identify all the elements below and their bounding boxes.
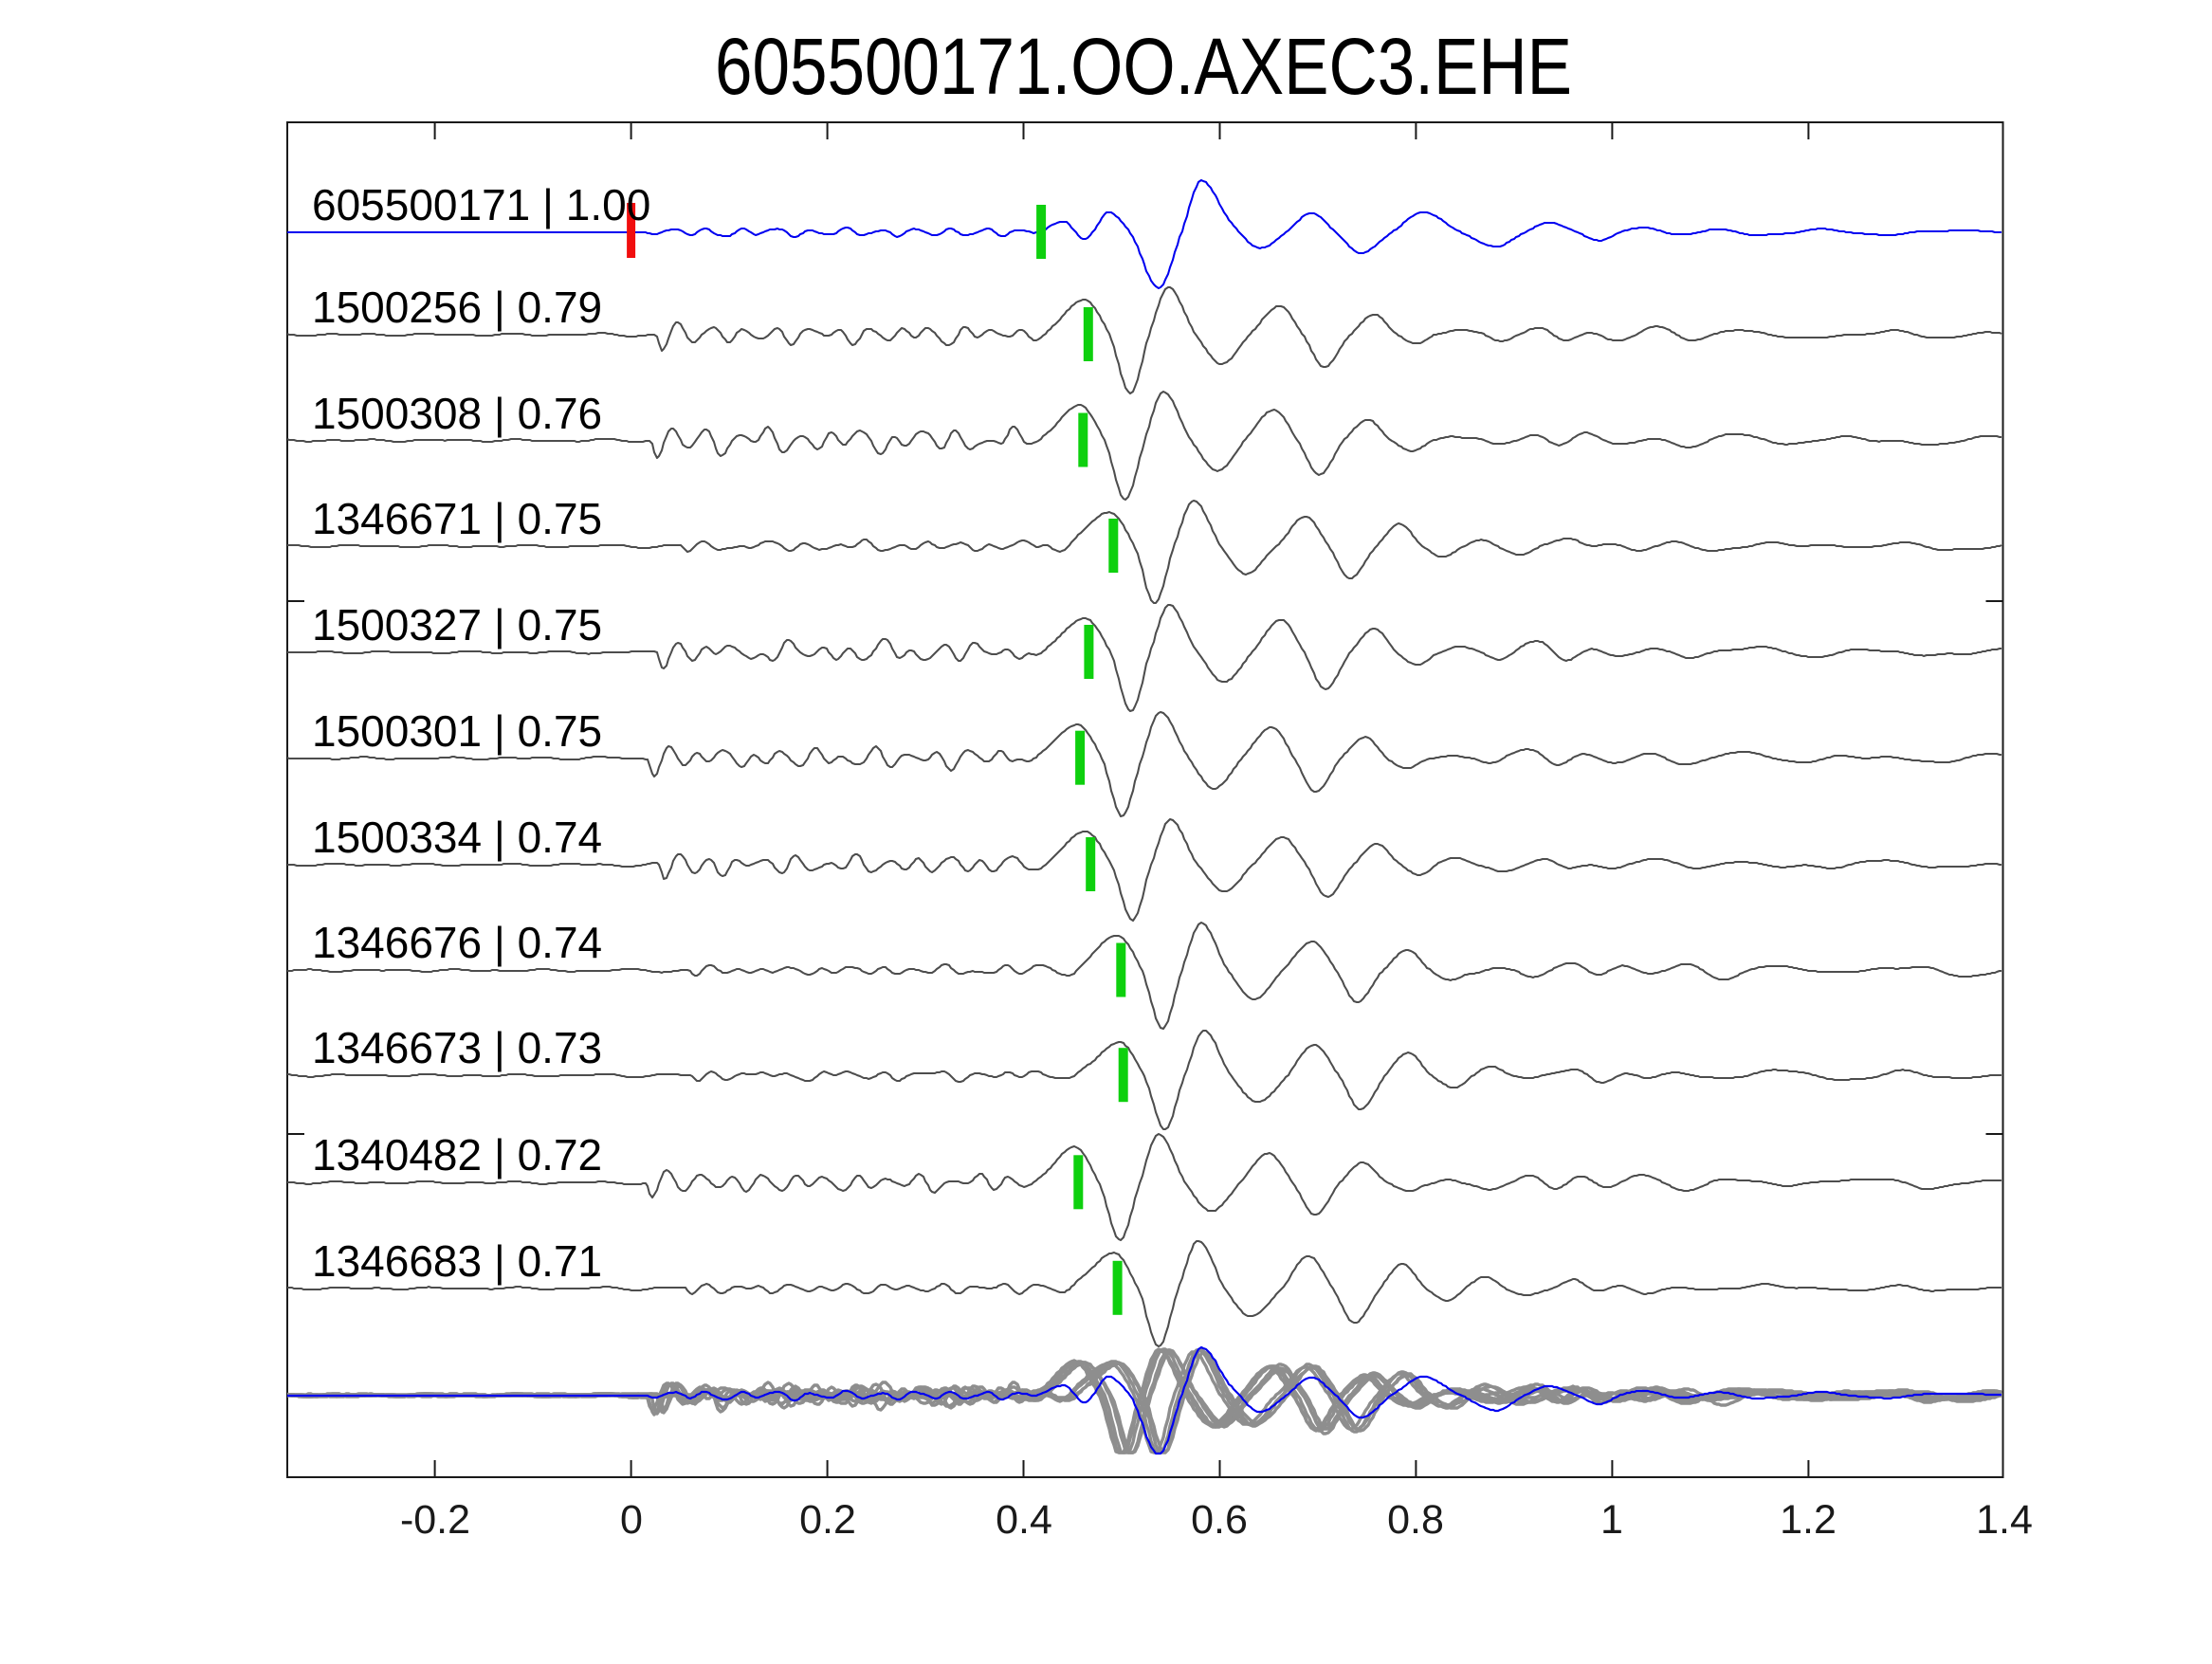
svg-text:1340482 | 0.72: 1340482 | 0.72 xyxy=(312,1130,602,1179)
svg-text:1346671 | 0.75: 1346671 | 0.75 xyxy=(312,494,602,543)
svg-text:1500256 | 0.79: 1500256 | 0.79 xyxy=(312,283,602,332)
svg-text:0.2: 0.2 xyxy=(799,1497,856,1543)
svg-text:1500301 | 0.75: 1500301 | 0.75 xyxy=(312,706,602,756)
svg-text:1500308 | 0.76: 1500308 | 0.76 xyxy=(312,389,602,438)
svg-text:1346673 | 0.73: 1346673 | 0.73 xyxy=(312,1023,602,1072)
svg-text:1.2: 1.2 xyxy=(1780,1497,1837,1543)
svg-text:-0.2: -0.2 xyxy=(400,1497,470,1543)
svg-text:1500334 | 0.74: 1500334 | 0.74 xyxy=(312,813,602,862)
svg-text:0.8: 0.8 xyxy=(1387,1497,1444,1543)
svg-text:605500171.OO.AXEC3.EHE: 605500171.OO.AXEC3.EHE xyxy=(715,22,1572,111)
svg-text:1346683 | 0.71: 1346683 | 0.71 xyxy=(312,1236,602,1286)
svg-text:605500171 | 1.00: 605500171 | 1.00 xyxy=(312,180,650,229)
svg-text:1346676 | 0.74: 1346676 | 0.74 xyxy=(312,918,602,967)
svg-text:1.4: 1.4 xyxy=(1976,1497,2033,1543)
svg-text:0: 0 xyxy=(620,1497,643,1543)
svg-text:0.4: 0.4 xyxy=(996,1497,1052,1543)
svg-text:1500327 | 0.75: 1500327 | 0.75 xyxy=(312,600,602,649)
svg-text:0.6: 0.6 xyxy=(1191,1497,1248,1543)
svg-text:1: 1 xyxy=(1600,1497,1623,1543)
